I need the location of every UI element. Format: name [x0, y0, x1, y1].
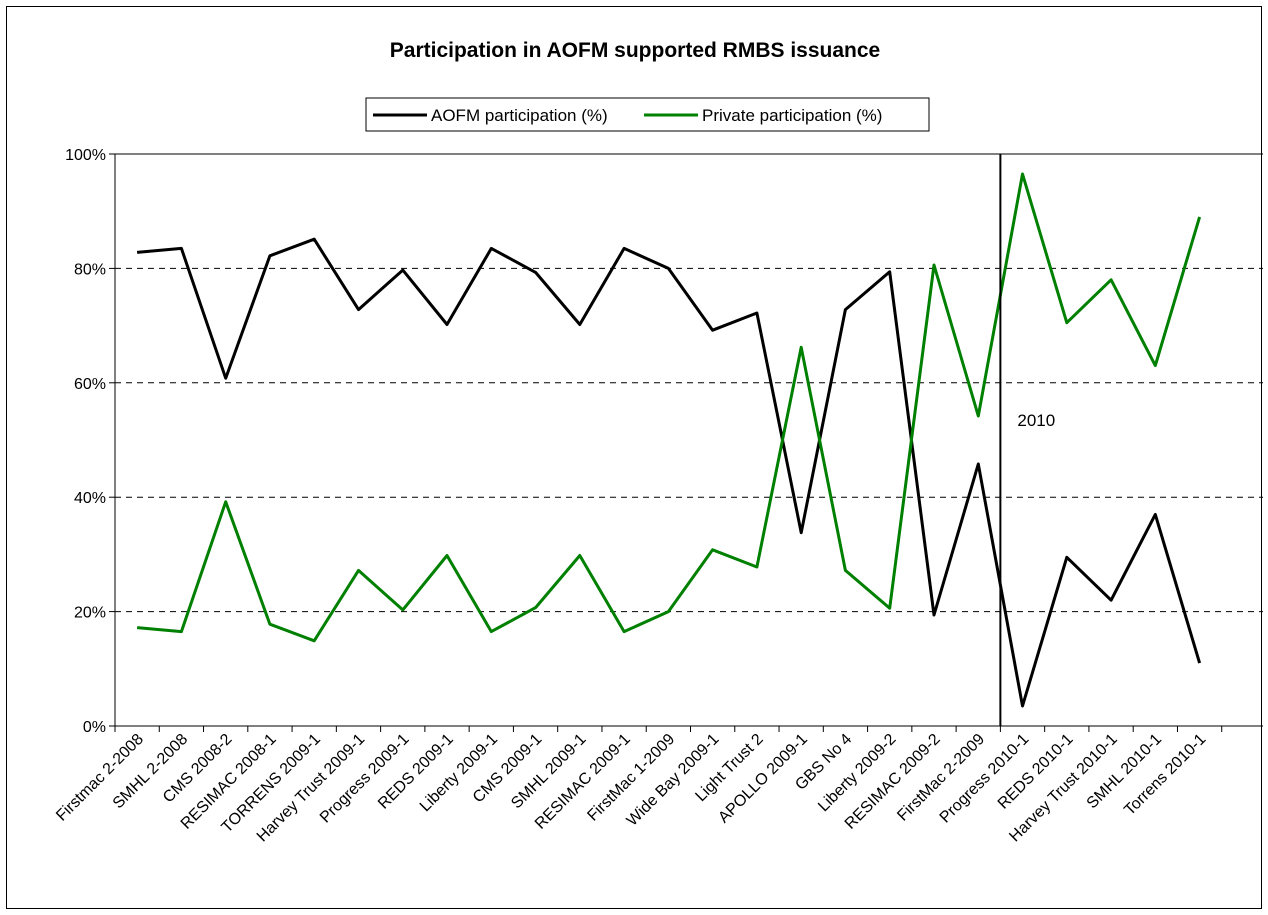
y-tick-label: 80% [74, 261, 106, 278]
y-tick-label: 40% [74, 490, 106, 507]
legend-label-private: Private participation (%) [702, 106, 882, 125]
legend-label-aofm: AOFM participation (%) [431, 106, 608, 125]
x-tick-label: Torrens 2010-1 [1121, 731, 1209, 819]
y-axis-ticks: 0% 20% 40% 60% 80% 100% [65, 147, 115, 736]
y-tick-label: 0% [83, 719, 106, 736]
plot-border [114, 153, 1263, 727]
chart-svg: Participation in AOFM supported RMBS iss… [53, 39, 1263, 845]
y-tick-label: 60% [74, 376, 106, 393]
x-tick-label: Liberty 2009-2 [815, 731, 899, 815]
x-tick-label: Liberty 2009-1 [417, 731, 501, 815]
chart-title: Participation in AOFM supported RMBS iss… [390, 39, 880, 62]
plot-area [114, 153, 1263, 727]
annotation-layer: 2010 [999, 154, 1055, 726]
series-layer [136, 172, 1202, 708]
y-tick-label: 20% [74, 605, 106, 622]
series-line-aofm [136, 237, 1202, 708]
year-divider-label: 2010 [1017, 411, 1055, 430]
y-tick-label: 100% [65, 147, 106, 164]
chart-frame: Participation in AOFM supported RMBS iss… [6, 6, 1263, 909]
legend: AOFM participation (%) Private participa… [365, 97, 930, 132]
series-line-private [136, 172, 1202, 643]
